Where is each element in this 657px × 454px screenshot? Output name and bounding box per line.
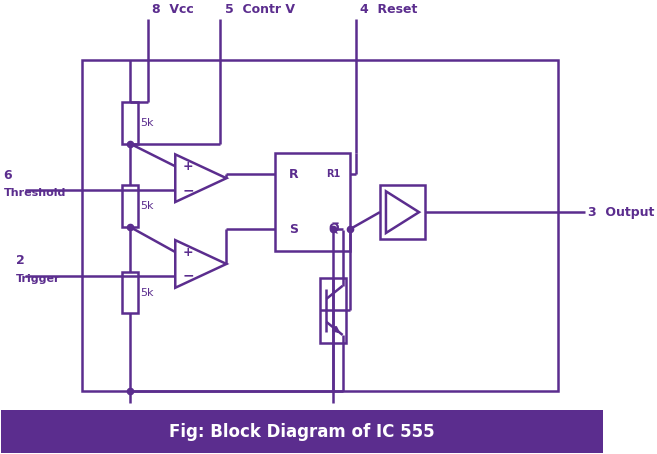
Text: −: − [183,183,194,197]
Text: −: − [183,269,194,283]
Text: R1: R1 [326,169,340,179]
Text: Fig: Block Diagram of IC 555: Fig: Block Diagram of IC 555 [169,423,434,441]
Bar [380,185,425,239]
Text: +: + [183,246,193,258]
Text: 7  Disch: 7 Disch [337,410,393,424]
Text: S: S [289,223,298,236]
Bar [122,185,138,227]
Text: 5k: 5k [141,118,154,128]
Text: R: R [288,168,298,181]
Text: 8  Vcc: 8 Vcc [152,3,194,15]
Polygon shape [175,240,227,288]
Text: 3  Output: 3 Output [587,206,654,219]
Polygon shape [386,191,419,233]
Text: 5k: 5k [141,287,154,297]
Text: +: + [183,160,193,173]
Polygon shape [175,154,227,202]
Bar [321,278,346,343]
Bar [82,60,558,391]
Text: 5  Contr V: 5 Contr V [225,3,294,15]
Text: 5k: 5k [141,201,154,211]
Text: Threshold: Threshold [4,188,66,198]
Bar [122,271,138,313]
Bar [1,410,602,453]
Text: 4  Reset: 4 Reset [360,3,417,15]
Bar [122,102,138,143]
Bar [275,153,350,251]
Text: 2: 2 [16,255,24,267]
Text: Q̅: Q̅ [328,223,338,236]
Text: 6: 6 [4,169,12,182]
Text: 1  Ground: 1 Ground [133,410,202,424]
Text: Trigger: Trigger [16,274,60,284]
